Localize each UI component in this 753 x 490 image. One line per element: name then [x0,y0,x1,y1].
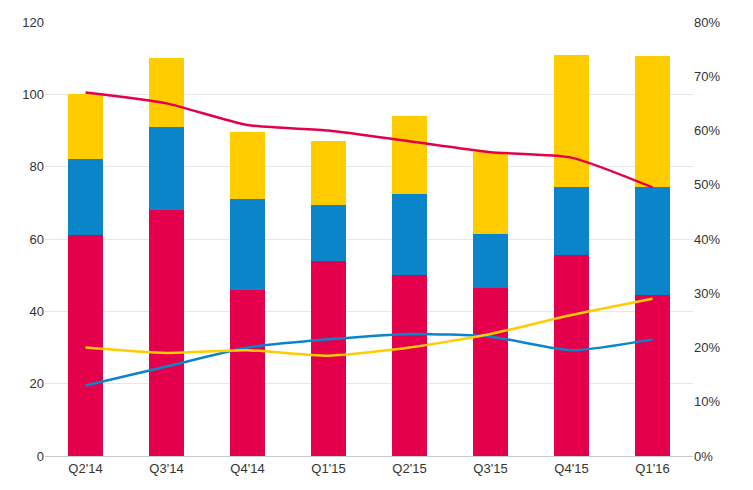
svg-text:100: 100 [22,87,44,102]
svg-text:Q2'15: Q2'15 [392,461,426,476]
svg-text:30%: 30% [694,286,720,301]
svg-text:40%: 40% [694,232,720,247]
svg-text:0%: 0% [694,449,713,464]
svg-text:80%: 80% [694,15,720,30]
svg-text:Q1'16: Q1'16 [635,461,669,476]
svg-text:Q4'15: Q4'15 [554,461,588,476]
svg-text:40: 40 [30,304,44,319]
svg-text:60: 60 [30,232,44,247]
svg-text:120: 120 [22,15,44,30]
svg-text:10%: 10% [694,394,720,409]
svg-text:20%: 20% [694,340,720,355]
svg-text:Q3'14: Q3'14 [149,461,183,476]
svg-text:0: 0 [37,449,44,464]
svg-text:20: 20 [30,376,44,391]
svg-text:Q2'14: Q2'14 [68,461,102,476]
svg-text:80: 80 [30,159,44,174]
svg-text:Q4'14: Q4'14 [230,461,264,476]
svg-text:70%: 70% [694,69,720,84]
svg-text:Q1'15: Q1'15 [311,461,345,476]
svg-text:50%: 50% [694,177,720,192]
svg-text:60%: 60% [694,123,720,138]
svg-text:Q3'15: Q3'15 [473,461,507,476]
